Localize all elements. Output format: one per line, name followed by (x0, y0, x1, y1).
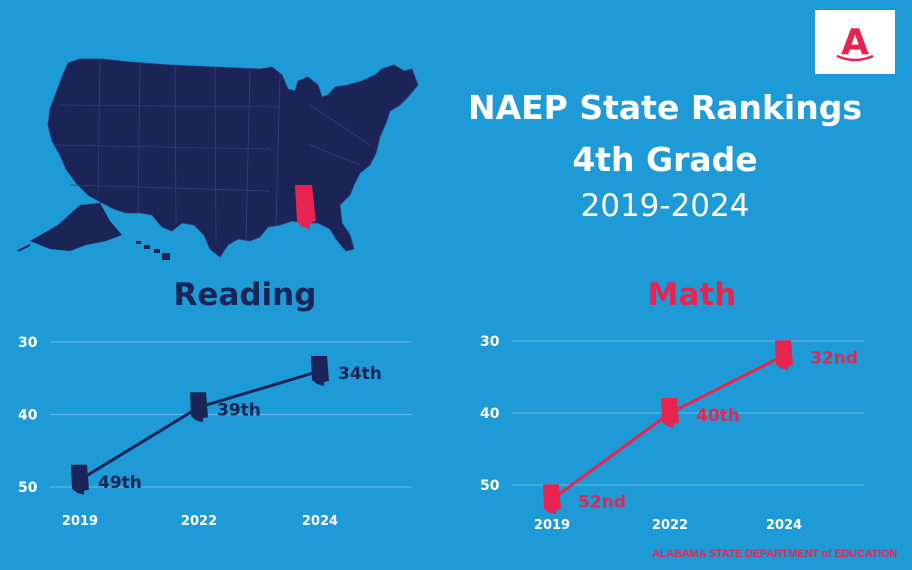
chart-title: Reading (174, 277, 317, 313)
alabama-a-logo-icon: A (836, 22, 874, 63)
y-tick-label: 50 (480, 478, 500, 494)
x-tick-label: 2024 (766, 518, 802, 533)
y-tick-label: 40 (18, 408, 38, 424)
alabama-state-icon (775, 340, 793, 371)
hawaii-shape (136, 241, 170, 260)
footer-org-name: ALABAMA STATE DEPARTMENT of EDUCATION (652, 548, 897, 560)
x-tick-label: 2019 (62, 514, 98, 529)
data-label: 34th (338, 364, 382, 384)
alaska-tail (17, 244, 31, 252)
data-label: 40th (696, 406, 740, 426)
us-map-icon (17, 58, 419, 260)
alabama-state-icon (661, 398, 679, 428)
series-line (551, 354, 785, 501)
logo-letter: A (841, 22, 869, 63)
data-label: 52nd (578, 492, 626, 512)
y-tick-label: 30 (480, 334, 500, 350)
alabama-state-icon (311, 356, 329, 386)
alaska-shape (30, 203, 122, 251)
x-tick-label: 2022 (181, 514, 217, 529)
alabama-state-icon (190, 392, 208, 423)
y-tick-label: 50 (18, 480, 38, 496)
x-tick-label: 2024 (302, 514, 338, 529)
logo-box: A (815, 10, 895, 74)
alabama-state-icon (71, 464, 89, 495)
x-tick-label: 2022 (652, 518, 688, 533)
series-line (79, 369, 321, 482)
us-mainland-shape (47, 58, 419, 258)
reading-chart: Reading 30 40 50 2019 2022 2024 49th 39th 34th (18, 277, 412, 529)
page-subtitle: 4th Grade (572, 140, 758, 179)
x-tick-label: 2019 (534, 518, 570, 533)
state-borders (53, 58, 371, 246)
data-label: 32nd (810, 348, 858, 368)
page-date-range: 2019-2024 (580, 188, 750, 224)
data-label: 39th (217, 400, 261, 420)
math-chart: Math 30 40 50 2019 2022 2024 52nd 40th 32nd (480, 277, 864, 533)
alabama-state-icon (543, 484, 561, 515)
y-tick-label: 40 (480, 406, 500, 422)
y-tick-label: 30 (18, 335, 38, 351)
page-title: NAEP State Rankings (467, 88, 863, 127)
alabama-state-highlight (295, 185, 316, 229)
data-label: 49th (98, 473, 142, 493)
chart-title: Math (648, 277, 737, 313)
